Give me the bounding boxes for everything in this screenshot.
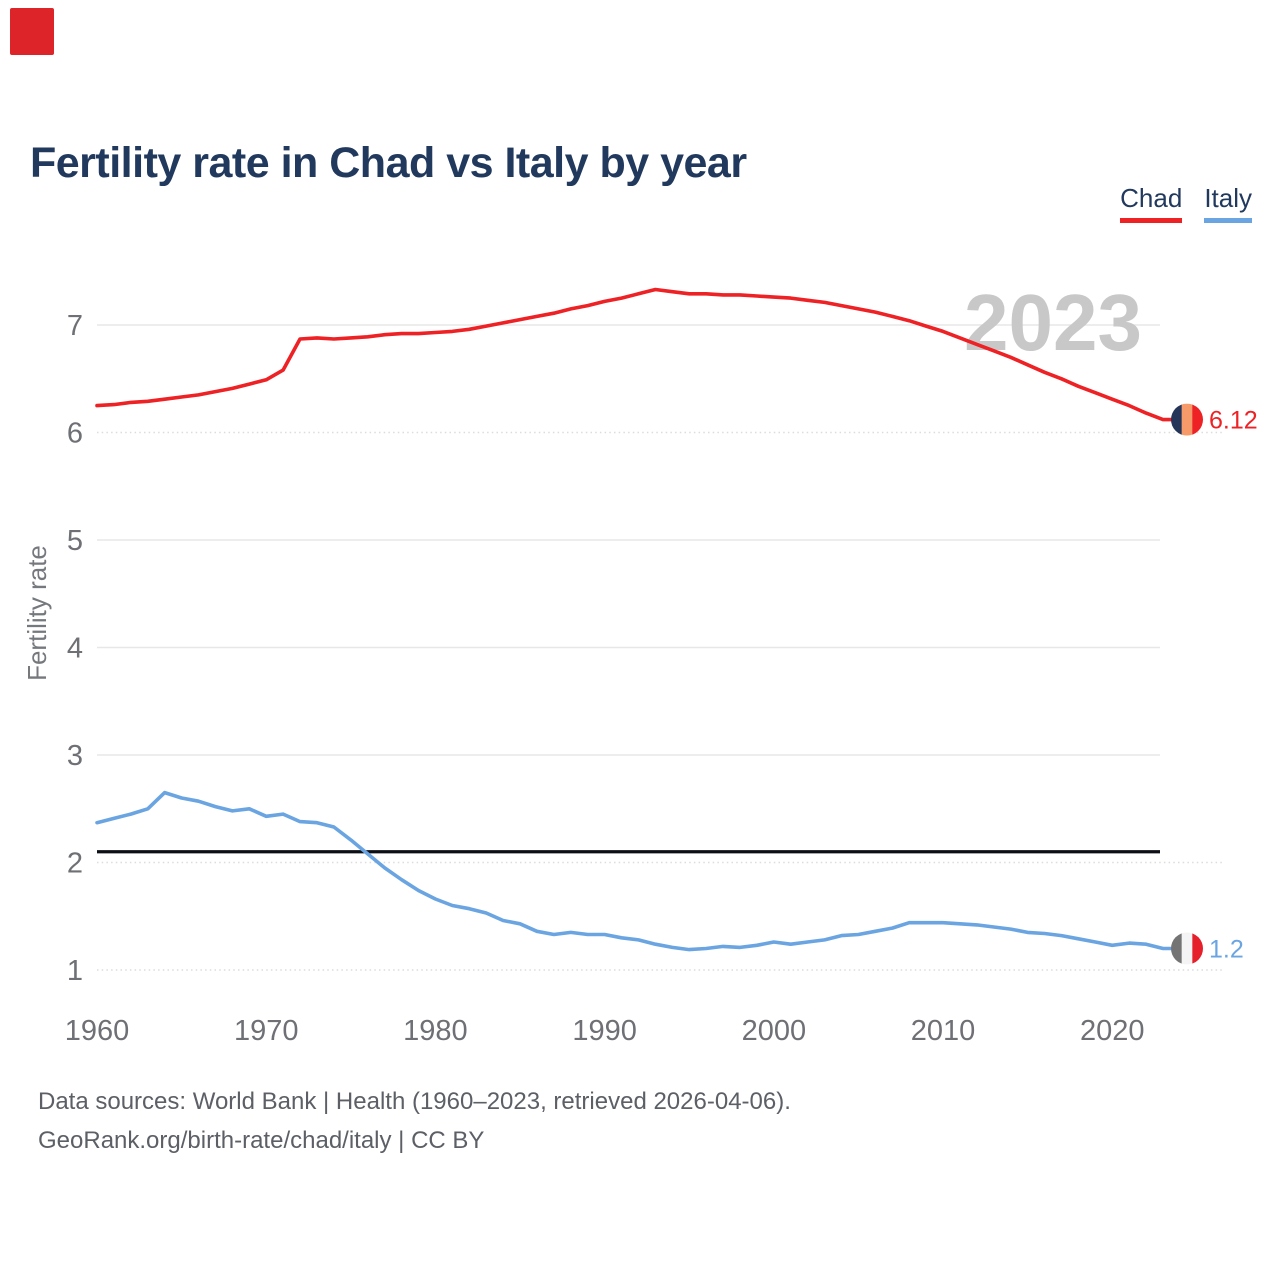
chad-line[interactable] <box>95 287 1173 422</box>
italy-end-value-label: 1.2 <box>1209 936 1244 964</box>
italy-line[interactable] <box>95 790 1173 952</box>
attribution-line: GeoRank.org/birth-rate/chad/italy | CC B… <box>38 1127 485 1154</box>
x-tick-label: 2020 <box>1080 1015 1145 1047</box>
y-axis-title: Fertility rate <box>22 545 52 681</box>
brand-logo-icon[interactable] <box>10 8 54 55</box>
x-tick-label: 1980 <box>403 1015 468 1047</box>
y-tick-label: 2 <box>67 848 83 880</box>
watermark-year: 2023 <box>964 278 1142 367</box>
flag-stripe <box>1181 932 1193 965</box>
x-tick-label: 1990 <box>572 1015 637 1047</box>
y-tick-label: 1 <box>67 955 83 987</box>
legend-item-chad[interactable]: Chad <box>1120 184 1183 223</box>
chad-flag-icon <box>1171 403 1203 436</box>
flag-stripe <box>1192 403 1203 436</box>
y-tick-label: 4 <box>67 633 83 665</box>
page-title: Fertility rate in Chad vs Italy by year <box>30 138 747 187</box>
data-source-note: Data sources: World Bank | Health (1960–… <box>38 1082 791 1160</box>
y-tick-label: 6 <box>67 418 83 450</box>
y-tick-label: 7 <box>67 310 83 342</box>
y-tick-label: 5 <box>67 525 83 557</box>
x-tick-label: 2000 <box>742 1015 807 1047</box>
x-tick-label: 2010 <box>911 1015 976 1047</box>
flag-stripe <box>1181 403 1193 436</box>
flag-stripe <box>1171 932 1183 965</box>
x-tick-label: 1960 <box>65 1015 130 1047</box>
flag-stripe <box>1171 403 1183 436</box>
x-tick-label: 1970 <box>234 1015 299 1047</box>
chad-end-value-label: 6.12 <box>1209 407 1258 435</box>
flag-stripe <box>1192 932 1203 965</box>
legend-item-italy[interactable]: Italy <box>1204 184 1252 223</box>
y-tick-label: 3 <box>67 740 83 772</box>
legend: Chad Italy <box>1120 184 1252 223</box>
italy-flag-icon <box>1171 932 1203 965</box>
source-line: Data sources: World Bank | Health (1960–… <box>38 1088 791 1115</box>
